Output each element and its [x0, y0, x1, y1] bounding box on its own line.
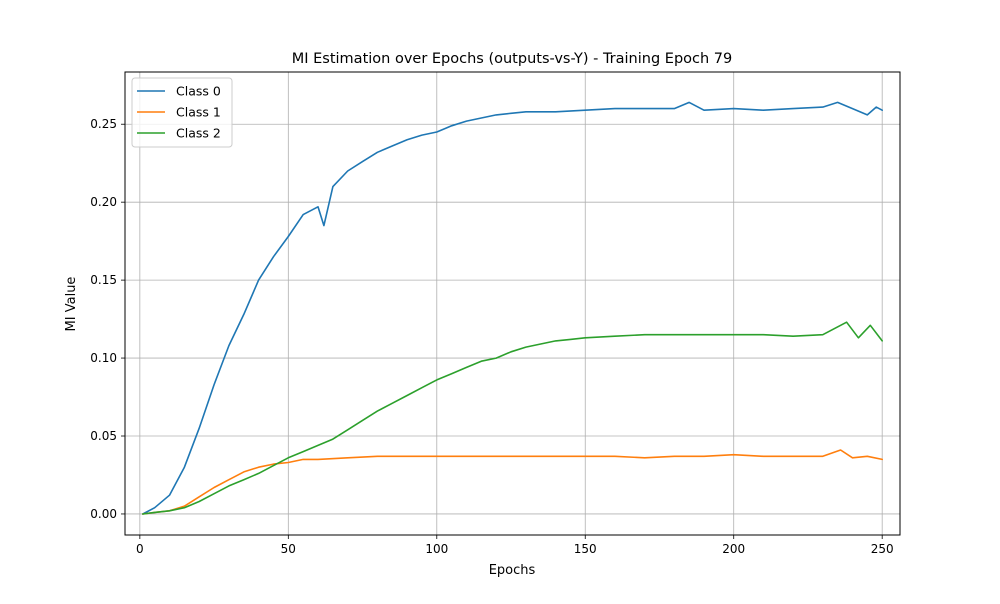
y-tick-label: 0.05: [90, 429, 117, 443]
legend-label: Class 2: [176, 126, 221, 141]
chart-title: MI Estimation over Epochs (outputs-vs-Y)…: [292, 51, 733, 67]
x-tick-label: 200: [722, 542, 745, 556]
y-axis-ticks: 0.00 0.05 0.10 0.15 0.20 0.25: [90, 117, 125, 521]
series-lines: [142, 101, 883, 515]
x-tick-label: 100: [425, 542, 448, 556]
x-tick-label: 0: [136, 542, 144, 556]
y-tick-label: 0.25: [90, 117, 117, 131]
plot-area-frame: [124, 71, 901, 536]
grid-lines: [125, 72, 900, 535]
x-axis-label: Epochs: [489, 563, 536, 578]
legend-label: Class 0: [176, 84, 221, 99]
x-tick-label: 150: [574, 542, 597, 556]
series-line-1: [142, 449, 883, 515]
legend-label: Class 1: [176, 105, 221, 120]
y-tick-label: 0.20: [90, 195, 117, 209]
chart-legend: Class 0 Class 1 Class 2: [131, 77, 233, 148]
series-line-0: [142, 101, 883, 515]
x-axis-ticks: 0 50 100 150 200 250: [136, 535, 894, 556]
x-tick-label: 50: [281, 542, 296, 556]
legend-box: [131, 77, 233, 148]
y-axis-label: MI Value: [64, 277, 79, 332]
y-tick-label: 0.00: [90, 507, 117, 521]
x-tick-label: 250: [871, 542, 894, 556]
series-line-2: [142, 321, 883, 515]
y-tick-label: 0.15: [90, 273, 117, 287]
y-tick-label: 0.10: [90, 351, 117, 365]
